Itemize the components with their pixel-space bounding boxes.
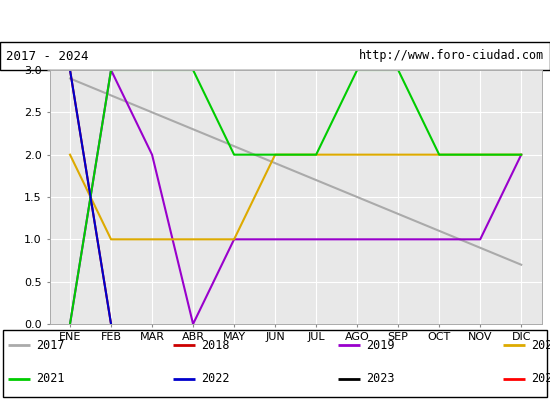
Text: 2018: 2018 (201, 339, 229, 352)
Text: 2017 - 2024: 2017 - 2024 (6, 50, 88, 62)
Text: 2022: 2022 (201, 372, 229, 385)
Text: Evolucion del paro registrado en Santa María del Mercadillo: Evolucion del paro registrado en Santa M… (57, 13, 493, 29)
Text: 2024: 2024 (531, 372, 550, 385)
Text: 2019: 2019 (366, 339, 394, 352)
Text: 2017: 2017 (36, 339, 64, 352)
Text: http://www.foro-ciudad.com: http://www.foro-ciudad.com (359, 50, 544, 62)
Text: 2020: 2020 (531, 339, 550, 352)
Text: 2021: 2021 (36, 372, 64, 385)
Text: 2023: 2023 (366, 372, 394, 385)
